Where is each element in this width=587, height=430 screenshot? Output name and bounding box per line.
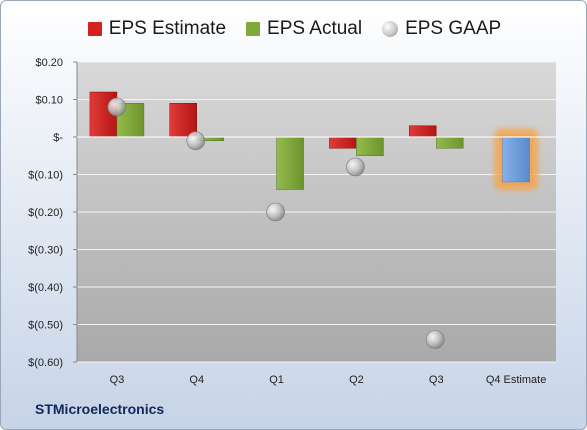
x-tick-label: Q4 bbox=[189, 374, 204, 386]
point-eps-gaap bbox=[346, 157, 365, 177]
legend-swatch-eps-actual bbox=[246, 22, 261, 36]
y-tick-label: $(0.60) bbox=[28, 357, 63, 369]
bar-eps-estimate bbox=[409, 125, 437, 138]
bar-eps-estimate bbox=[329, 136, 357, 149]
legend-swatch-eps-gaap bbox=[382, 21, 399, 37]
point-eps-gaap bbox=[107, 97, 127, 117]
x-tick-label: Q1 bbox=[269, 374, 284, 386]
bar-eps-actual bbox=[356, 136, 384, 156]
y-tick-label: $0.10 bbox=[35, 95, 63, 107]
y-tick-label: $(0.30) bbox=[28, 245, 63, 257]
y-axis-ticks: $0.20 $0.10 $- $(0.10) $(0.20) $(0.30) $(0.40)… bbox=[28, 57, 78, 369]
y-tick-label: $0.20 bbox=[35, 57, 63, 69]
legend-swatch-eps-estimate bbox=[87, 22, 102, 36]
y-tick-label: $(0.10) bbox=[28, 170, 63, 182]
bar-eps-actual bbox=[276, 136, 304, 190]
forecast-highlight-outline bbox=[499, 133, 533, 186]
y-tick-label: $(0.40) bbox=[28, 282, 63, 294]
legend-item-eps-gaap: EPS GAAP bbox=[382, 18, 501, 40]
x-tick-label: Q4 Estimate bbox=[486, 374, 547, 386]
forecast-highlight bbox=[494, 129, 538, 190]
x-tick-label: Q3 bbox=[429, 374, 444, 386]
y-tick-label: $(0.50) bbox=[28, 320, 63, 332]
legend-item-eps-estimate: EPS Estimate bbox=[87, 18, 227, 40]
x-axis-ticks: Q3 Q4 Q1 Q2 Q3 Q4 Estimate bbox=[110, 374, 547, 386]
grid-lines bbox=[77, 61, 556, 363]
y-tick-label: $- bbox=[53, 132, 63, 144]
point-eps-gaap bbox=[266, 202, 285, 222]
company-name: STMicroelectronics bbox=[35, 401, 165, 417]
chart-marks bbox=[77, 91, 556, 349]
bar-eps-actual bbox=[436, 136, 464, 149]
bar-eps-forecast bbox=[502, 136, 530, 183]
legend-label-eps-gaap: EPS GAAP bbox=[405, 18, 502, 39]
legend: EPS Estimate EPS Actual EPS GAAP bbox=[1, 11, 586, 47]
legend-label-eps-estimate: EPS Estimate bbox=[108, 18, 227, 39]
x-tick-label: Q3 bbox=[110, 374, 125, 386]
point-eps-gaap bbox=[425, 330, 445, 349]
y-tick-label: $(0.20) bbox=[28, 207, 63, 219]
bar-eps-estimate bbox=[169, 103, 197, 138]
x-tick-label: Q2 bbox=[349, 374, 364, 386]
legend-label-eps-actual: EPS Actual bbox=[267, 18, 363, 39]
point-eps-gaap bbox=[186, 131, 206, 151]
legend-item-eps-actual: EPS Actual bbox=[246, 18, 362, 40]
